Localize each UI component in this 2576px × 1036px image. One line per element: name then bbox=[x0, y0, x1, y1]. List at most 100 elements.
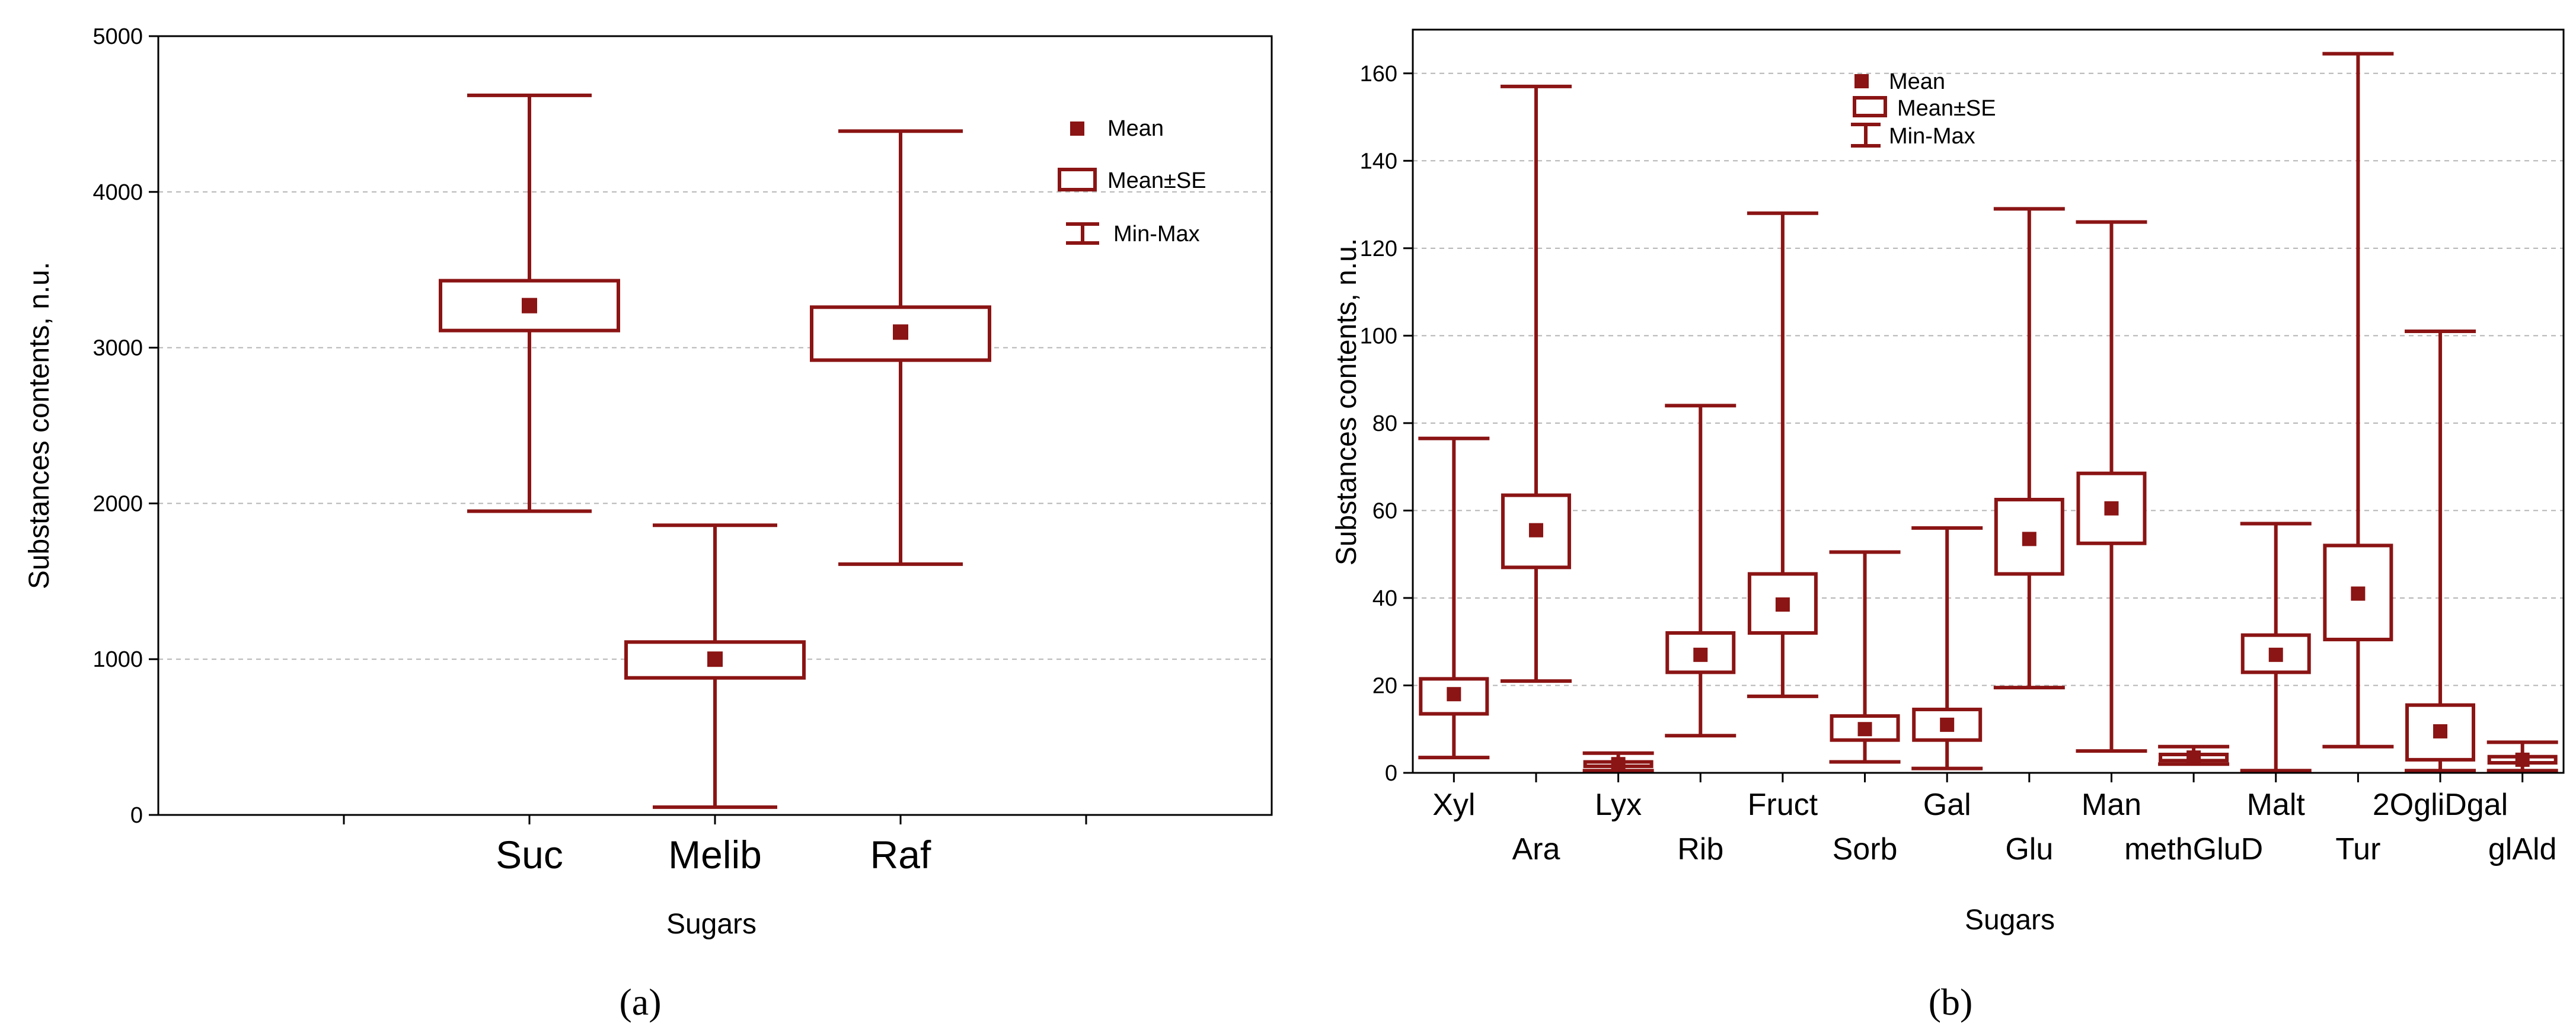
mean-marker bbox=[1693, 647, 1708, 662]
se-box bbox=[1501, 493, 1571, 570]
mean-marker bbox=[2515, 752, 2530, 767]
panel-b-plot-frame bbox=[1412, 28, 2565, 774]
panel-b-caption: (b) bbox=[1929, 981, 1973, 1023]
x-tick-label: Suc bbox=[496, 833, 563, 877]
legend-a-mean-se-label: Mean±SE bbox=[1107, 168, 1206, 193]
panel-b-y-ticks: 0 20 40 60 80 100 120 140 160 bbox=[1360, 62, 1413, 786]
panel-b-x-axis-title: Sugars bbox=[1965, 904, 2055, 936]
mean-marker bbox=[1857, 722, 1872, 737]
mean-marker bbox=[2433, 724, 2448, 738]
panel-a-y-ticks: 0 1000 2000 3000 4000 5000 bbox=[92, 24, 158, 828]
x-tick-label: 2OgliDgal bbox=[2373, 788, 2508, 822]
x-tick-label: Fruct bbox=[1748, 788, 1818, 822]
panel-a-x-ticks: Suc Melib Raf bbox=[343, 815, 1087, 877]
x-tick-label: glAld bbox=[2488, 832, 2557, 866]
y-tick-label: 60 bbox=[1372, 498, 1397, 523]
box-Suc bbox=[439, 93, 620, 513]
x-tick-label: Man bbox=[2082, 788, 2141, 822]
box-Man bbox=[2076, 220, 2147, 753]
x-tick-label: methGluD bbox=[2124, 832, 2263, 866]
x-tick-label: Tur bbox=[2335, 832, 2380, 866]
x-tick-label: Rib bbox=[1677, 832, 1723, 866]
legend-a-min-max-label: Min-Max bbox=[1113, 222, 1200, 247]
legend-a-mean-marker bbox=[1070, 121, 1084, 136]
y-tick-label: 160 bbox=[1360, 62, 1397, 87]
y-tick-label: 40 bbox=[1372, 586, 1397, 611]
y-tick-label: 120 bbox=[1360, 236, 1397, 261]
box-Gal bbox=[1911, 526, 1983, 770]
legend-b-min-max-label: Min-Max bbox=[1889, 124, 1975, 149]
se-box bbox=[1994, 497, 2064, 576]
se-box bbox=[1912, 708, 1983, 742]
y-tick-label: 4000 bbox=[92, 180, 143, 205]
y-tick-label: 0 bbox=[1385, 761, 1397, 786]
box-Raf bbox=[810, 129, 991, 566]
box-Lyx bbox=[1582, 751, 1654, 773]
box-Sorb bbox=[1829, 550, 1901, 764]
box-2OgliDgal bbox=[2405, 329, 2476, 773]
legend-b-mean-marker bbox=[1854, 74, 1869, 88]
panel-b-x-ticks: Xyl Ara Lyx Rib Fruct Sorb Gal Glu Man methGluD Ma… bbox=[1432, 773, 2556, 866]
panel-b-legend: Mean Mean±SE Min-Max bbox=[1851, 69, 1996, 149]
mean-marker bbox=[2351, 586, 2366, 601]
legend-a-min-max-marker bbox=[1066, 222, 1099, 245]
x-tick-label: Glu bbox=[2005, 832, 2053, 866]
y-tick-label: 2000 bbox=[92, 491, 143, 516]
box-Tur bbox=[2322, 52, 2394, 749]
box-methGluD bbox=[2158, 744, 2230, 766]
y-tick-label: 3000 bbox=[92, 336, 143, 361]
legend-b-min-max-marker bbox=[1851, 123, 1881, 148]
box-Fruct bbox=[1747, 211, 1818, 698]
mean-marker bbox=[1528, 523, 1543, 538]
panel-b-boxes bbox=[1418, 52, 2558, 773]
y-tick-label: 80 bbox=[1372, 411, 1397, 436]
x-tick-label: Ara bbox=[1512, 832, 1560, 866]
panel-a-y-axis-title: Substances contents, n.u. bbox=[24, 262, 55, 589]
panel-a-legend: Mean Mean±SE Min-Max bbox=[1058, 116, 1206, 247]
box-Glu bbox=[1993, 207, 2065, 690]
mean-marker bbox=[1940, 717, 1955, 732]
box-Malt bbox=[2240, 522, 2312, 773]
x-tick-label: Melib bbox=[668, 833, 762, 877]
x-tick-label: Xyl bbox=[1432, 788, 1475, 822]
panel-a-caption: (a) bbox=[619, 981, 661, 1023]
mean-marker bbox=[893, 324, 908, 340]
mean-marker bbox=[707, 651, 723, 667]
mean-marker bbox=[2104, 501, 2119, 516]
y-tick-label: 20 bbox=[1372, 673, 1397, 698]
y-tick-label: 100 bbox=[1360, 324, 1397, 348]
panel-a-plot-frame bbox=[157, 35, 1273, 816]
box-Rib bbox=[1665, 404, 1737, 738]
x-tick-label: Sorb bbox=[1833, 832, 1898, 866]
x-tick-label: Gal bbox=[1923, 788, 1971, 822]
box-glAld bbox=[2486, 740, 2558, 773]
legend-a-mean-label: Mean bbox=[1107, 116, 1164, 141]
mean-marker bbox=[522, 298, 537, 314]
legend-b-mean-label: Mean bbox=[1889, 69, 1945, 94]
mean-marker bbox=[2022, 532, 2036, 546]
mean-marker bbox=[2268, 647, 2283, 662]
x-tick-label: Malt bbox=[2247, 788, 2306, 822]
panel-a-boxes bbox=[439, 93, 991, 809]
legend-a-mean-se-marker bbox=[1058, 168, 1097, 191]
panel-b-y-axis-title: Substances contents, n.u. bbox=[1331, 238, 1362, 565]
y-tick-label: 1000 bbox=[92, 647, 143, 672]
box-Melib bbox=[624, 523, 806, 809]
x-tick-label: Raf bbox=[870, 833, 931, 877]
mean-marker bbox=[2186, 750, 2201, 765]
y-tick-label: 0 bbox=[130, 803, 143, 828]
mean-marker bbox=[1775, 597, 1790, 612]
panel-a: 0 1000 2000 3000 4000 5000 Suc Melib Raf Mean M… bbox=[24, 24, 1273, 1023]
panel-a-gridlines bbox=[158, 191, 1272, 660]
box-Ara bbox=[1500, 84, 1572, 683]
x-tick-label: Lyx bbox=[1595, 788, 1642, 822]
mean-marker bbox=[1447, 687, 1461, 702]
legend-b-mean-se-marker bbox=[1853, 96, 1887, 117]
mean-marker bbox=[1611, 757, 1626, 772]
box-Xyl bbox=[1418, 436, 1490, 760]
legend-b-mean-se-label: Mean±SE bbox=[1897, 96, 1996, 121]
y-tick-label: 140 bbox=[1360, 149, 1397, 174]
panel-a-x-axis-title: Sugars bbox=[666, 909, 756, 940]
y-tick-label: 5000 bbox=[92, 24, 143, 49]
